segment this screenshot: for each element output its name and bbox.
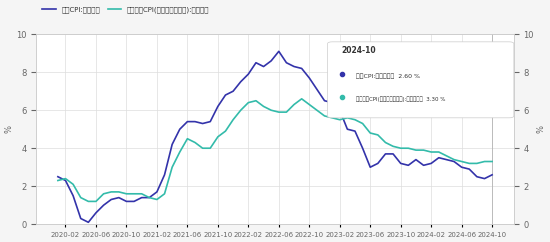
Text: 2024-10: 2024-10	[342, 46, 377, 55]
FancyBboxPatch shape	[328, 42, 514, 118]
Line: 美国核心CPI(不含食物、能源):当月同比: 美国核心CPI(不含食物、能源):当月同比	[58, 99, 492, 201]
美国核心CPI(不含食物、能源):当月同比	[169, 166, 175, 169]
Line: 美国CPI:当月同比: 美国CPI:当月同比	[58, 51, 492, 222]
美国核心CPI(不含食物、能源):当月同比	[359, 122, 366, 125]
美国CPI:当月同比	[489, 173, 496, 176]
Legend: 美国CPI:当月同比, 美国核心CPI(不含食物、能源):当月同比: 美国CPI:当月同比, 美国核心CPI(不含食物、能源):当月同比	[40, 4, 212, 16]
美国核心CPI(不含食物、能源):当月同比	[474, 162, 480, 165]
美国核心CPI(不含食物、能源):当月同比	[85, 200, 92, 203]
Text: 美国CPI:出片同比：  2.60 %: 美国CPI:出片同比： 2.60 %	[356, 73, 420, 79]
美国CPI:当月同比	[390, 152, 397, 155]
美国CPI:当月同比	[161, 173, 168, 176]
美国核心CPI(不含食物、能源):当月同比	[54, 179, 61, 182]
美国核心CPI(不含食物、能源):当月同比	[298, 97, 305, 100]
美国核心CPI(不含食物、能源):当月同比	[436, 151, 442, 153]
美国核心CPI(不含食物、能源):当月同比	[390, 145, 397, 148]
美国CPI:当月同比	[54, 175, 61, 178]
美国核心CPI(不含食物、能源):当月同比	[489, 160, 496, 163]
美国CPI:当月同比	[359, 147, 366, 150]
Y-axis label: %: %	[4, 125, 13, 133]
美国核心CPI(不含食物、能源):当月同比	[161, 192, 168, 195]
美国CPI:当月同比	[85, 221, 92, 224]
Text: 美国核心CPI(不含食物、能源):当片同比：  3.30 %: 美国核心CPI(不含食物、能源):当片同比： 3.30 %	[356, 96, 446, 102]
美国CPI:当月同比	[276, 50, 282, 53]
美国CPI:当月同比	[474, 175, 480, 178]
美国CPI:当月同比	[169, 143, 175, 146]
美国CPI:当月同比	[436, 156, 442, 159]
Y-axis label: %: %	[537, 125, 546, 133]
